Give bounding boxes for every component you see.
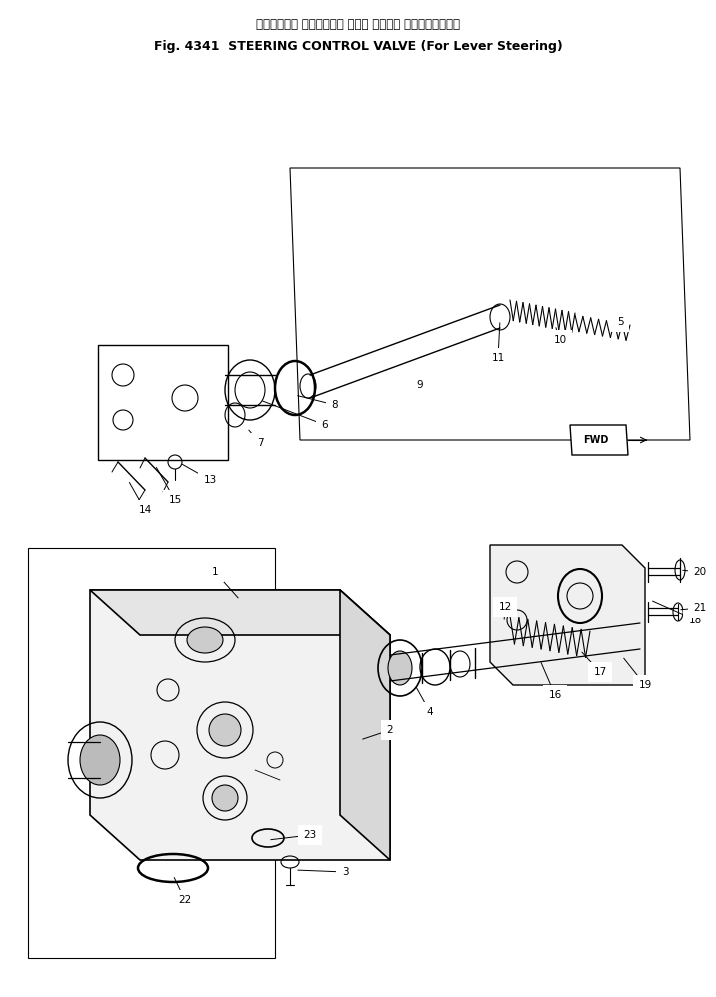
Text: ステアリング コントロール バルブ （レバー ステアリング用）: ステアリング コントロール バルブ （レバー ステアリング用） [256,18,460,31]
Text: 23: 23 [304,830,316,840]
Text: 2: 2 [387,725,393,735]
Text: 11: 11 [491,353,505,363]
Ellipse shape [212,785,238,811]
Polygon shape [90,590,390,635]
Text: 8: 8 [332,400,339,410]
Text: 22: 22 [178,895,192,905]
Ellipse shape [209,714,241,746]
Text: 5: 5 [616,317,624,327]
Polygon shape [340,590,390,860]
Bar [500,620,508,650]
Text: 14: 14 [138,505,152,515]
Text: 19: 19 [639,680,652,690]
Ellipse shape [187,627,223,653]
Polygon shape [90,590,390,860]
Text: 15: 15 [168,495,182,505]
Text: 4: 4 [427,707,433,717]
Text: 9: 9 [417,380,423,390]
Polygon shape [490,545,645,685]
Text: FWD: FWD [584,435,609,445]
Text: Fig. 4341  STEERING CONTROL VALVE (For Lever Steering): Fig. 4341 STEERING CONTROL VALVE (For Le… [154,40,562,53]
Text: 1: 1 [212,567,218,577]
Text: 13: 13 [203,475,217,485]
Ellipse shape [80,735,120,785]
Text: 21: 21 [693,603,707,613]
Text: 16: 16 [548,690,561,700]
Text: 18: 18 [688,615,702,625]
Text: 20: 20 [693,567,707,577]
Ellipse shape [388,651,412,685]
Text: 6: 6 [321,420,329,430]
Text: 17: 17 [594,667,606,677]
Polygon shape [570,425,628,455]
Text: 10: 10 [553,335,566,345]
Text: 12: 12 [498,602,512,612]
Text: 7: 7 [257,438,263,448]
Text: 3: 3 [342,867,348,877]
